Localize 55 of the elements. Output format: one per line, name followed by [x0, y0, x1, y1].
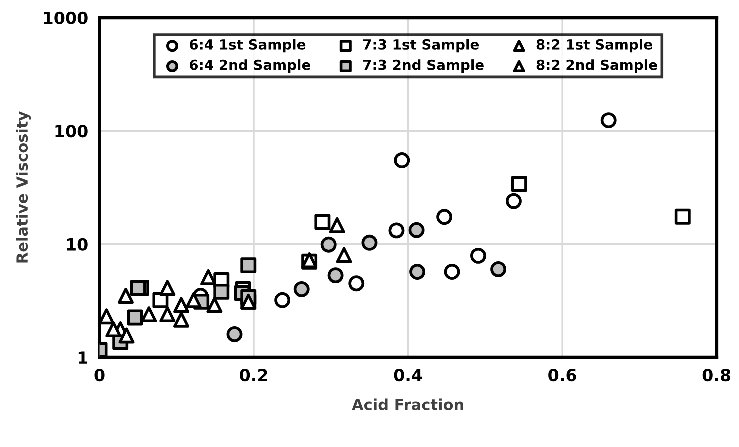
point: [294, 281, 310, 298]
x-tick-label: 0.4: [394, 369, 422, 382]
point: [470, 248, 486, 264]
legend-label: 6:4 2nd Sample: [190, 60, 311, 74]
x-axis-title: Acid Fraction: [352, 398, 464, 411]
point: [511, 176, 528, 192]
point: [106, 322, 122, 338]
point: [320, 236, 337, 253]
point: [160, 306, 176, 323]
point: [328, 268, 344, 284]
legend-label: 8:2 2nd Sample: [536, 60, 658, 74]
point: [226, 326, 243, 342]
x-tick-label: 0.6: [548, 369, 576, 382]
x-tick-label: 0.2: [240, 369, 268, 382]
point: [214, 284, 230, 300]
point: [348, 276, 365, 292]
point: [388, 222, 405, 239]
legend-label: 7:3 1st Sample: [363, 39, 479, 53]
point: [362, 234, 378, 251]
legend-label: 6:4 1st Sample: [190, 39, 306, 53]
point: [506, 193, 522, 210]
point: [200, 269, 216, 286]
y-tick-label: 1000: [44, 12, 88, 24]
point: [600, 112, 617, 129]
point: [314, 214, 331, 230]
y-tick-label: 100: [56, 125, 88, 138]
y-tick-label: 1: [78, 352, 88, 364]
y-axis-title: Relative Viscosity: [16, 112, 32, 263]
y-tick-label: 10: [67, 238, 88, 251]
point: [394, 152, 410, 168]
point: [127, 310, 144, 326]
point: [444, 264, 460, 280]
point: [186, 292, 202, 308]
point: [160, 280, 176, 296]
point: [174, 312, 190, 328]
point: [410, 264, 426, 280]
point: [674, 208, 691, 225]
point: [174, 297, 190, 314]
legend-label: 8:2 1st Sample: [536, 39, 652, 53]
x-tick-label: 0.8: [702, 369, 731, 382]
point: [100, 308, 115, 325]
point: [408, 222, 425, 238]
point: [274, 292, 291, 308]
point: [336, 247, 352, 264]
point: [130, 280, 146, 296]
point: [490, 262, 507, 278]
x-tick-label: 0: [94, 369, 105, 382]
point: [240, 258, 257, 274]
point: [141, 306, 158, 323]
point: [118, 328, 135, 344]
point: [436, 209, 453, 226]
point: [206, 297, 223, 314]
legend-label: 7:3 2nd Sample: [363, 60, 484, 74]
point: [118, 288, 134, 304]
point: [329, 217, 346, 234]
